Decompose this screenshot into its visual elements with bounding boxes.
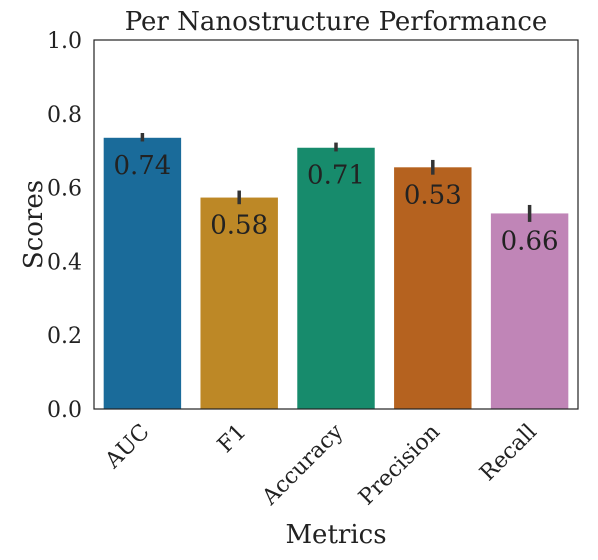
data-label-f1: 0.58 [210,211,268,241]
data-label-accuracy: 0.71 [307,161,365,191]
plot-area: 0.74 0.58 0.71 0.53 0.66 [93,39,579,410]
x-tick-label-accuracy: Accuracy [257,419,349,511]
bar-accuracy [297,147,375,410]
y-tick-label: 0.2 [47,324,82,349]
y-tick-label: 0.0 [47,398,82,423]
x-tick-label-precision: Precision [354,420,445,511]
bar-f1 [200,197,278,409]
y-axis: 0.0 0.2 0.4 0.6 0.8 1.0 [47,29,82,423]
bar-precision [394,167,472,409]
x-axis-label: Metrics [285,520,386,550]
bar-recall [490,213,569,409]
plot-frame [93,39,579,410]
y-tick-label: 0.4 [47,250,82,275]
y-tick-label: 0.8 [47,103,82,128]
y-axis-label: Scores [19,180,49,269]
x-tick-label-auc: AUC [100,420,155,475]
x-tick-label-recall: Recall [475,420,542,487]
data-label-recall: 0.66 [501,226,559,256]
x-tick-label-f1: F1 [213,420,251,458]
x-axis: AUC F1 Accuracy Precision Recall [100,419,542,511]
y-tick-label: 0.6 [47,177,82,202]
data-label-precision: 0.53 [404,180,462,210]
chart-title: Per Nanostructure Performance [125,7,548,37]
data-label-auc: 0.74 [113,151,171,181]
bar-auc [103,137,182,409]
y-tick-label: 1.0 [47,29,82,54]
